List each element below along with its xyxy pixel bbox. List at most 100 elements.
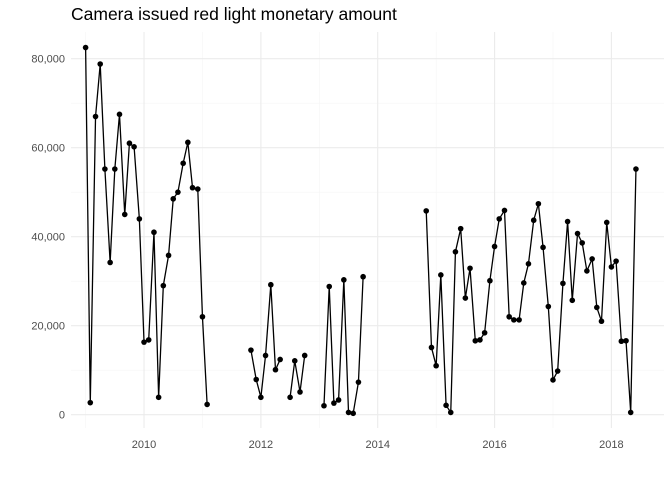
data-point <box>540 244 546 251</box>
data-point <box>452 249 459 255</box>
data-point <box>477 337 483 343</box>
series-line-segment <box>425 169 637 414</box>
data-point <box>603 219 610 226</box>
data-point <box>194 186 201 192</box>
x-tick-label: 2014 <box>365 439 389 451</box>
x-tick-label: 2018 <box>599 439 623 451</box>
series-line-segment <box>289 355 306 398</box>
data-point <box>331 400 337 406</box>
data-point <box>496 216 503 222</box>
data-point <box>185 139 191 146</box>
data-point <box>516 317 522 323</box>
data-point <box>121 211 128 218</box>
y-tick-label: 40,000 <box>31 232 65 244</box>
data-point <box>92 113 99 120</box>
data-point <box>506 313 512 320</box>
series-line-segment <box>323 276 364 414</box>
data-point <box>258 394 264 401</box>
data-point <box>550 377 556 383</box>
data-point <box>277 356 283 363</box>
data-point <box>248 347 254 353</box>
data-point <box>321 402 327 409</box>
y-tick-label: 0 <box>59 410 65 422</box>
data-point <box>608 264 615 270</box>
y-tick-label: 20,000 <box>31 321 65 333</box>
data-point <box>423 208 430 214</box>
data-point <box>487 277 493 284</box>
series-line-segment <box>84 47 208 405</box>
data-point <box>87 399 94 406</box>
data-point <box>564 218 571 225</box>
data-point <box>102 166 108 172</box>
data-point <box>525 261 532 267</box>
data-point <box>433 362 439 369</box>
data-point <box>262 352 269 359</box>
data-point <box>175 189 181 195</box>
data-point <box>189 184 196 191</box>
x-tick-label: 2010 <box>132 439 156 451</box>
data-point <box>462 295 469 301</box>
data-point <box>126 140 133 147</box>
data-point <box>291 358 298 364</box>
data-point <box>627 409 634 416</box>
chart-title: Camera issued red light monetary amount <box>71 4 397 24</box>
data-point <box>457 225 464 232</box>
data-point <box>472 337 479 344</box>
data-point <box>569 297 576 304</box>
data-point <box>511 317 517 323</box>
data-point <box>297 389 303 395</box>
data-point <box>355 379 362 385</box>
y-tick-label: 80,000 <box>31 54 65 66</box>
data-point <box>82 44 89 51</box>
data-point <box>272 366 279 373</box>
data-point <box>341 277 347 283</box>
data-point <box>151 229 157 236</box>
data-point <box>170 196 177 202</box>
data-point <box>145 337 152 343</box>
x-tick-label: 2016 <box>482 439 506 451</box>
data-point <box>545 303 552 310</box>
data-point <box>155 394 162 401</box>
data-point <box>560 280 566 287</box>
grid-major <box>71 32 664 428</box>
data-point <box>326 283 333 290</box>
data-point <box>520 280 527 286</box>
data-point <box>447 409 454 416</box>
data-points-group <box>82 44 639 417</box>
data-point <box>199 313 206 320</box>
data-point <box>360 273 366 280</box>
series-line-group <box>84 47 637 414</box>
data-point <box>598 318 605 325</box>
data-point <box>530 217 537 224</box>
y-tick-label: 60,000 <box>31 143 65 155</box>
data-point <box>613 258 619 264</box>
data-point <box>501 207 508 214</box>
data-point <box>481 329 488 336</box>
data-point <box>160 282 167 289</box>
data-point <box>345 409 352 416</box>
data-point <box>584 268 590 274</box>
data-point <box>467 265 473 272</box>
data-point <box>350 410 356 417</box>
data-point <box>574 230 581 237</box>
data-point <box>107 259 113 266</box>
data-point <box>112 166 118 172</box>
data-point <box>554 368 561 374</box>
data-point <box>438 272 444 278</box>
data-point <box>491 243 498 250</box>
data-point <box>335 397 342 403</box>
data-point <box>180 160 186 167</box>
data-point <box>301 352 308 359</box>
x-axis-tick-labels: 2010 2012 2014 2016 2018 <box>132 439 624 451</box>
y-axis-tick-labels: 0 20,000 40,000 60,000 80,000 <box>31 54 65 422</box>
data-point <box>268 281 274 288</box>
data-point <box>116 111 123 118</box>
data-point <box>589 256 595 262</box>
data-point <box>535 200 542 207</box>
data-point <box>97 61 104 67</box>
data-point <box>428 344 435 351</box>
data-point <box>594 304 600 311</box>
data-point <box>579 240 586 246</box>
data-point <box>204 401 210 408</box>
data-point <box>141 339 147 345</box>
